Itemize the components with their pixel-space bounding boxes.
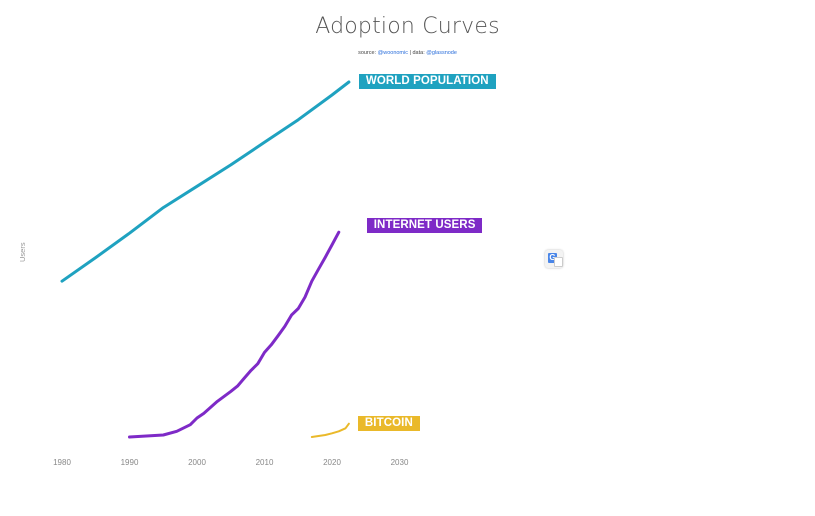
data-handle-link[interactable]: @glassnode xyxy=(426,50,457,56)
x-tick-label-2010: 2010 xyxy=(256,458,274,467)
translate-icon[interactable]: G xyxy=(545,250,563,268)
x-tick-label-2000: 2000 xyxy=(188,458,206,467)
series-line-bitcoin xyxy=(310,422,350,438)
chart-title: Adoption Curves xyxy=(315,14,500,39)
series-line-internet-users xyxy=(128,230,341,439)
source-handle-link[interactable]: @woonomic xyxy=(377,50,408,56)
series-label-internet-users: INTERNET USERS xyxy=(366,218,483,234)
series-line-world-population xyxy=(60,80,351,283)
x-tick-label-1980: 1980 xyxy=(53,458,71,467)
source-credit: source: @woonomic | data: @glassnode xyxy=(0,50,815,56)
x-tick-label-1990: 1990 xyxy=(121,458,139,467)
source-prefix: source: xyxy=(358,50,377,56)
x-tick-label-2020: 2020 xyxy=(323,458,341,467)
x-tick-label-2030: 2030 xyxy=(391,458,409,467)
data-prefix: | data: xyxy=(409,50,425,56)
series-label-bitcoin: BITCOIN xyxy=(357,415,420,431)
series-label-world-population: WORLD POPULATION xyxy=(358,74,496,90)
